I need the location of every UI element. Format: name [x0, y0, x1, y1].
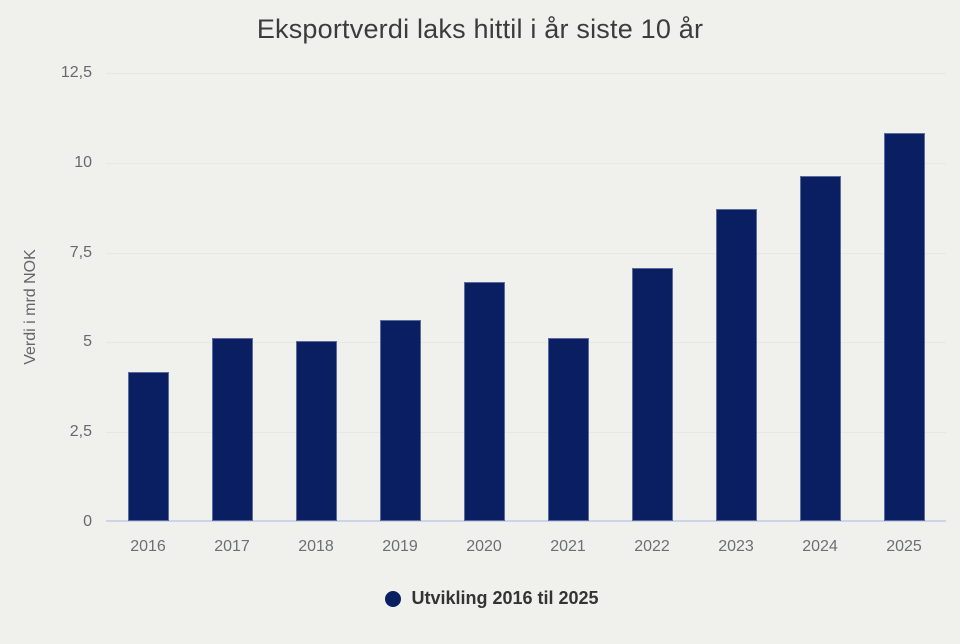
chart-title: Eksportverdi laks hittil i år siste 10 å…	[256, 14, 704, 44]
y-tick-label: 0	[83, 513, 92, 530]
bar-2022[interactable]	[631, 267, 673, 521]
gridline	[106, 252, 946, 254]
legend-label: Utvikling 2016 til 2025	[411, 588, 599, 608]
y-tick-label: 2,5	[69, 423, 92, 441]
gridline	[106, 432, 946, 434]
bar-2019[interactable]	[379, 319, 421, 521]
x-tick-label-2023: 2023	[718, 538, 754, 555]
gridline	[106, 73, 946, 74]
plot-area	[106, 73, 946, 522]
x-tick-label-2020: 2020	[466, 538, 502, 555]
gridline	[106, 162, 946, 164]
y-tick-label: 7,5	[69, 243, 92, 261]
y-tick-label: 12,5	[60, 64, 92, 81]
bar-2025[interactable]	[883, 133, 925, 521]
x-tick-label-2019: 2019	[382, 538, 418, 555]
bar-2018[interactable]	[295, 341, 337, 521]
x-axis-line	[106, 520, 946, 522]
x-tick-label-2022: 2022	[634, 538, 670, 555]
bar-2017[interactable]	[211, 337, 253, 521]
circle-icon	[385, 590, 402, 607]
x-tick-label-2016: 2016	[130, 538, 166, 555]
legend-item[interactable]: Utvikling 2016 til 2025	[12, 588, 960, 609]
y-tick-label: 5	[83, 333, 92, 351]
x-tick-label-2018: 2018	[298, 538, 334, 555]
y-tick-label: 10	[74, 153, 92, 171]
bar-2024[interactable]	[799, 176, 841, 521]
gridline	[106, 342, 946, 344]
x-tick-label-2024: 2024	[802, 538, 838, 555]
bar-2020[interactable]	[463, 282, 505, 521]
x-tick-label-2017: 2017	[214, 538, 250, 555]
bar-2023[interactable]	[715, 208, 757, 521]
x-tick-label-2025: 2025	[886, 538, 922, 555]
bar-2016[interactable]	[127, 371, 169, 521]
bar-2021[interactable]	[547, 337, 589, 521]
x-tick-label-2021: 2021	[550, 538, 586, 555]
